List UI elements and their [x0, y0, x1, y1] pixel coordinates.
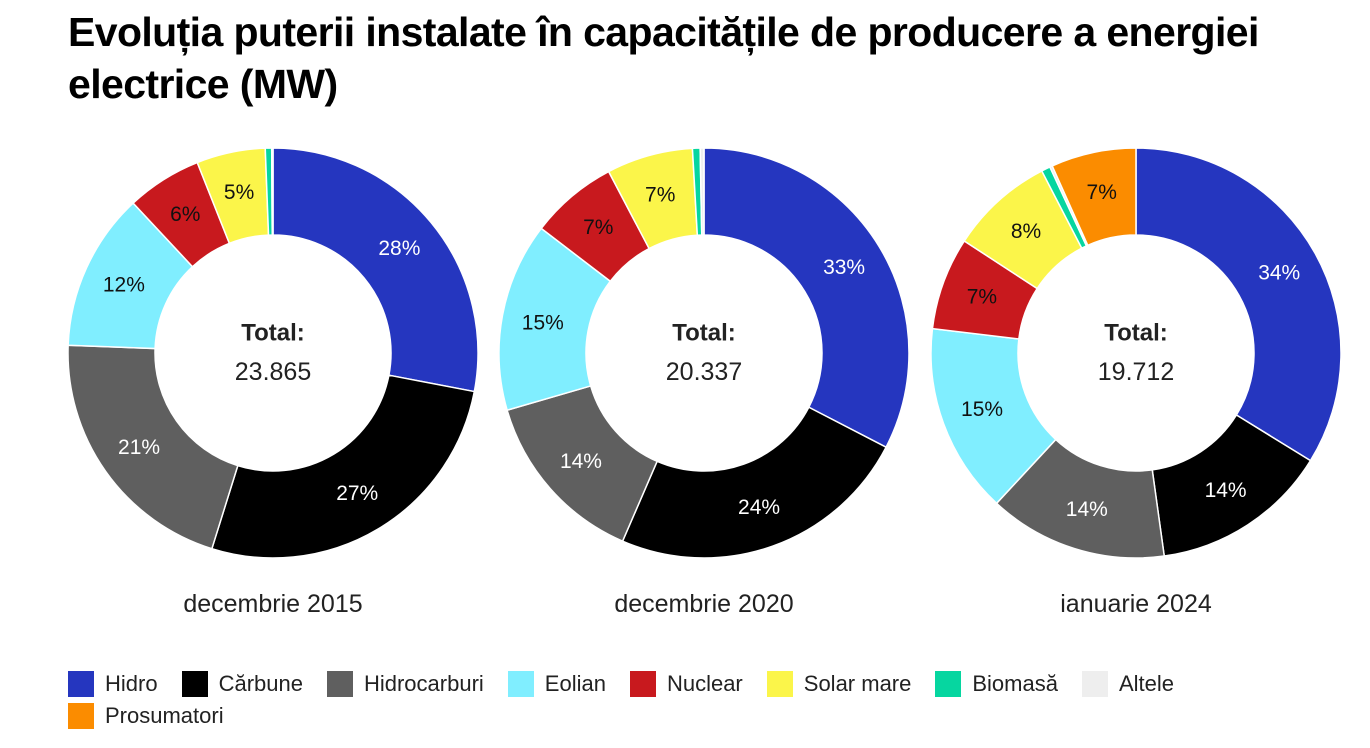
data-label: 15% [522, 311, 564, 334]
chart-caption: decembrie 2015 [183, 590, 362, 618]
legend-swatch [68, 671, 94, 697]
data-label: 14% [560, 450, 602, 473]
slice-hidro [703, 147, 910, 449]
legend-label: Solar mare [803, 671, 912, 696]
data-label: 24% [738, 496, 780, 519]
legend-swatch [181, 671, 208, 697]
slice-hidrocarburi [67, 344, 239, 550]
data-label: 7% [583, 216, 613, 239]
total-value: 23.865 [235, 358, 311, 386]
data-label: 5% [224, 181, 254, 204]
legend-label: Eolian [544, 671, 606, 696]
legend-label: Biomasă [972, 671, 1058, 696]
donut-charts: 28% 27% 21% 12% 6% 5% Total: 23.865 decembrie 20… [67, 147, 1342, 618]
total-value: 20.337 [666, 358, 742, 386]
legend-item: Prosumatori [68, 702, 224, 730]
legend-label: Hidrocarburi [363, 671, 484, 696]
chart-caption: ianuarie 2024 [1060, 590, 1212, 618]
total-label: Total: [672, 320, 736, 347]
data-label: 21% [118, 436, 160, 459]
donut-chart-2: 33% 24% 14% 15% 7% 7% Total: 20.337 decembrie 20… [498, 147, 910, 618]
donut-chart-1: 28% 27% 21% 12% 6% 5% Total: 23.865 decembrie 20… [67, 147, 479, 618]
data-label: 27% [336, 482, 378, 505]
legend-label: Cărbune [218, 671, 303, 696]
legend-swatch [326, 671, 353, 697]
data-label: 12% [103, 273, 145, 296]
legend-swatch [1081, 671, 1108, 697]
legend-label: Altele [1118, 671, 1174, 696]
data-label: 7% [1087, 181, 1117, 204]
total-label: Total: [241, 320, 305, 347]
data-label: 6% [170, 203, 200, 226]
data-label: 8% [1011, 220, 1041, 243]
legend-label: Nuclear [666, 671, 743, 696]
legend-item: Altele [1081, 670, 1174, 698]
legend-item: Hidrocarburi [326, 670, 484, 698]
total-value: 19.712 [1098, 358, 1174, 386]
slice-hidro [272, 147, 479, 393]
data-label: 34% [1258, 262, 1300, 285]
legend-item: Hidro [68, 670, 158, 698]
legend-item: Solar mare [766, 670, 912, 698]
data-label: 7% [645, 183, 675, 206]
legend-item: Biomasă [935, 670, 1058, 698]
total-label: Total: [1104, 320, 1168, 347]
data-label: 28% [378, 237, 420, 260]
legend-swatch [629, 671, 656, 697]
data-label: 14% [1205, 479, 1247, 502]
donut-chart-3: 34% 14% 14% 15% 7% 8% 7% Total: 19.712 ianuarie 2… [930, 147, 1342, 618]
legend: Hidro Cărbune Hidrocarburi Eolian Nuclear Sol… [68, 670, 1328, 730]
legend-swatch [766, 671, 793, 697]
chart-caption: decembrie 2020 [614, 590, 793, 618]
slice-hidro [1135, 147, 1342, 462]
data-label: 7% [967, 285, 997, 308]
slice-altele [270, 147, 274, 236]
legend-swatch [935, 671, 962, 697]
data-label: 15% [961, 398, 1003, 421]
slice-altele [699, 147, 705, 236]
data-label: 33% [823, 256, 865, 279]
slice-carbune [210, 374, 476, 559]
legend-item: Cărbune [181, 670, 303, 698]
legend-swatch [68, 703, 94, 729]
slice-prosumatori [1051, 147, 1137, 247]
legend-label: Prosumatori [105, 703, 224, 728]
legend-item: Nuclear [629, 670, 743, 698]
legend-item: Eolian [507, 670, 606, 698]
data-label: 14% [1066, 498, 1108, 521]
legend-label: Hidro [105, 671, 158, 696]
slice-carbune [621, 406, 888, 559]
legend-swatch [507, 671, 534, 697]
chart-title: Evoluția puterii instalate în capacități… [68, 9, 1259, 107]
